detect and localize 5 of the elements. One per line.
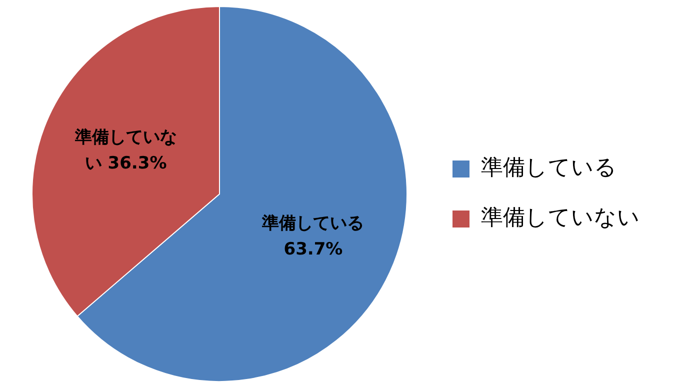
slice-label: 準備している xyxy=(261,213,364,234)
category-label: 準備していない 36.3% xyxy=(74,127,177,174)
legend-label: 準備していない xyxy=(481,206,640,231)
legend-label: 準備している xyxy=(481,156,617,181)
data-label: 63.7% xyxy=(284,239,343,260)
